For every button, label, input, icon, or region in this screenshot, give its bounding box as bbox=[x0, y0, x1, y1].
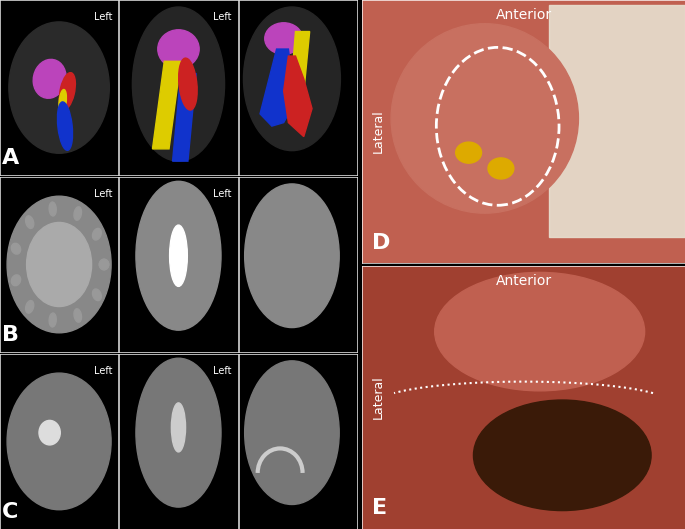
Ellipse shape bbox=[25, 216, 34, 229]
Text: Left: Left bbox=[213, 189, 232, 199]
Text: Left: Left bbox=[94, 189, 112, 199]
Text: Anterior: Anterior bbox=[495, 8, 551, 22]
Ellipse shape bbox=[92, 229, 101, 240]
Ellipse shape bbox=[49, 313, 56, 327]
Ellipse shape bbox=[60, 72, 75, 110]
Ellipse shape bbox=[12, 243, 21, 254]
Text: Lateral: Lateral bbox=[372, 376, 385, 419]
Polygon shape bbox=[260, 49, 295, 126]
Text: Left: Left bbox=[213, 366, 232, 376]
Ellipse shape bbox=[74, 207, 82, 220]
Bar bbox=[549, 5, 685, 237]
Ellipse shape bbox=[9, 22, 110, 153]
Polygon shape bbox=[173, 74, 196, 161]
Ellipse shape bbox=[58, 102, 73, 150]
Ellipse shape bbox=[92, 289, 101, 300]
Ellipse shape bbox=[245, 184, 339, 327]
Ellipse shape bbox=[7, 373, 111, 510]
Ellipse shape bbox=[136, 181, 221, 330]
Circle shape bbox=[488, 158, 514, 179]
Polygon shape bbox=[290, 32, 310, 105]
Text: Left: Left bbox=[94, 12, 112, 22]
Text: Left: Left bbox=[94, 366, 112, 376]
Polygon shape bbox=[153, 61, 181, 149]
Text: Lateral: Lateral bbox=[372, 110, 385, 153]
Ellipse shape bbox=[27, 223, 92, 306]
Ellipse shape bbox=[99, 259, 109, 270]
Ellipse shape bbox=[170, 225, 187, 286]
Ellipse shape bbox=[171, 403, 186, 452]
Ellipse shape bbox=[25, 300, 34, 313]
Text: C: C bbox=[2, 502, 18, 522]
Text: Left: Left bbox=[213, 12, 232, 22]
Ellipse shape bbox=[179, 58, 197, 110]
Ellipse shape bbox=[243, 7, 340, 151]
Ellipse shape bbox=[99, 259, 109, 270]
Ellipse shape bbox=[265, 23, 303, 54]
Text: Anterior: Anterior bbox=[495, 273, 551, 288]
Ellipse shape bbox=[473, 400, 651, 510]
Ellipse shape bbox=[132, 7, 225, 161]
Text: A: A bbox=[2, 148, 20, 168]
Ellipse shape bbox=[435, 272, 645, 391]
Text: B: B bbox=[2, 325, 19, 345]
Ellipse shape bbox=[12, 275, 21, 286]
Ellipse shape bbox=[245, 361, 339, 505]
Ellipse shape bbox=[33, 59, 66, 98]
Ellipse shape bbox=[391, 24, 578, 213]
Circle shape bbox=[456, 142, 482, 163]
Ellipse shape bbox=[158, 30, 199, 68]
Polygon shape bbox=[284, 56, 312, 136]
Text: E: E bbox=[372, 498, 387, 518]
Ellipse shape bbox=[136, 358, 221, 507]
Ellipse shape bbox=[59, 89, 66, 114]
Ellipse shape bbox=[74, 309, 82, 322]
Ellipse shape bbox=[7, 196, 111, 333]
Ellipse shape bbox=[49, 202, 56, 216]
Ellipse shape bbox=[39, 421, 60, 445]
Text: D: D bbox=[372, 233, 390, 253]
